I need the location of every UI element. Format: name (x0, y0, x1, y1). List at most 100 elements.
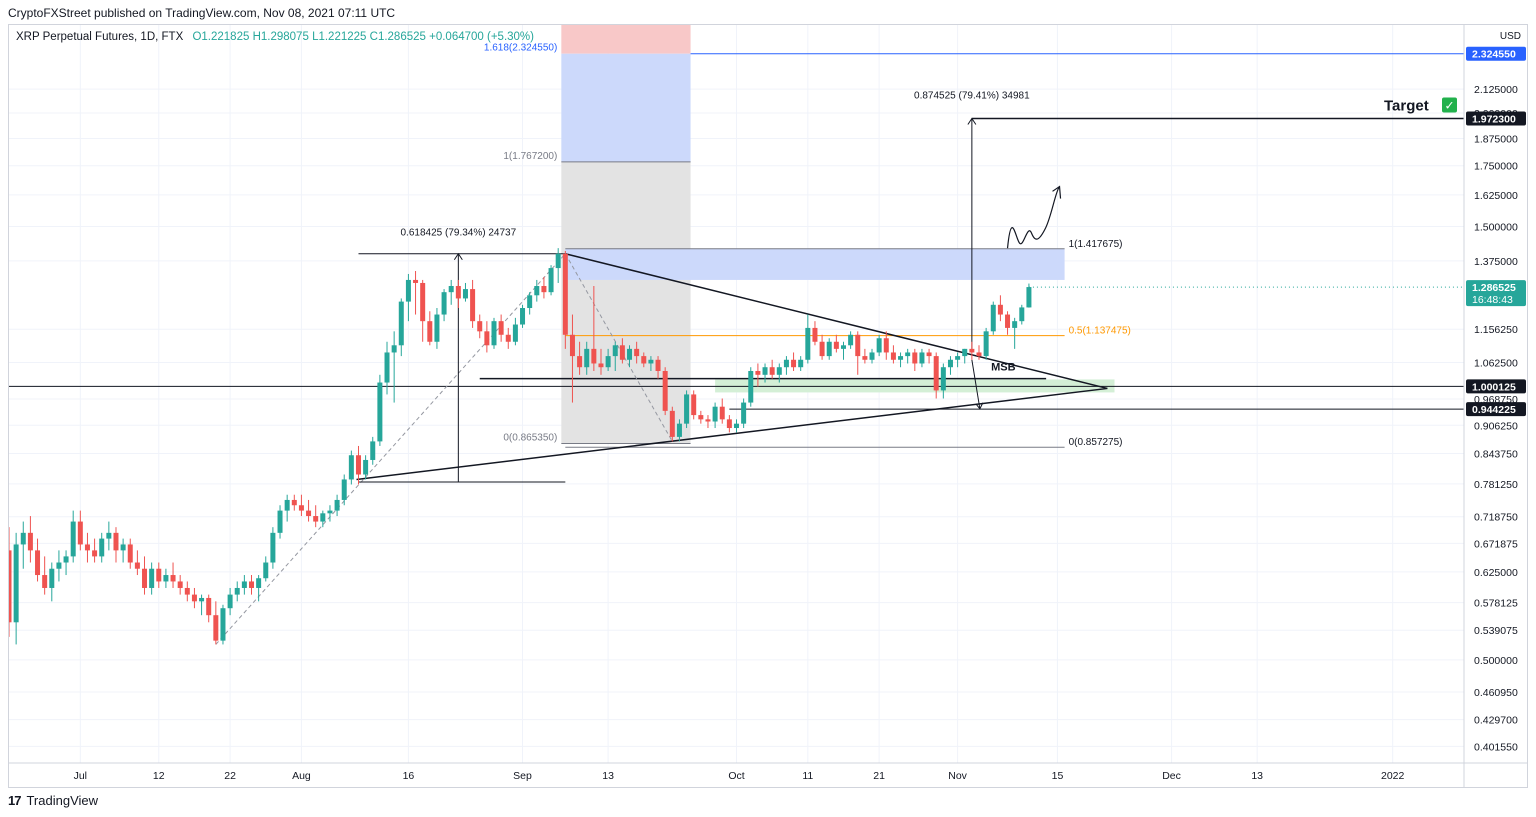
retest-arrow-line (971, 359, 981, 409)
fib-extension-grey-zone (561, 161, 691, 444)
candle-body (655, 359, 661, 371)
candle-body (298, 505, 304, 511)
candle-body (712, 406, 718, 422)
candle-body (277, 510, 283, 533)
y-tick-label: 1.875000 (1474, 133, 1518, 145)
candle-body (284, 499, 290, 511)
candle-body (534, 286, 540, 296)
candle-body (270, 532, 276, 563)
fib-right-0-label: 0(0.857275) (1069, 437, 1123, 448)
candle-body (883, 338, 889, 353)
y-tick-label: 0.429700 (1474, 715, 1518, 727)
target-check-mark: ✓ (1444, 99, 1454, 113)
candle-body (748, 370, 754, 403)
candle-body (306, 510, 312, 517)
candle-body (177, 581, 183, 588)
candle-body (1026, 287, 1032, 308)
candle-body (969, 348, 975, 353)
candle-body (434, 314, 440, 342)
x-tick-label: 15 (1052, 770, 1064, 782)
target-check-icon (1442, 97, 1457, 113)
candle-body (890, 352, 896, 360)
candle-body (149, 568, 155, 588)
candle-body (562, 253, 568, 335)
candle-body (42, 575, 48, 588)
candle-body (320, 513, 326, 522)
candle-body (955, 356, 961, 360)
legend-symbol: XRP Perpetual Futures, 1D, FTX (16, 31, 184, 43)
fib-level-1618-label: 1.618(2.324550) (484, 43, 557, 54)
candle-body (726, 419, 732, 429)
candle-body (184, 587, 190, 595)
price-axis-label-bg (1466, 280, 1526, 307)
target-label: Target (1384, 98, 1429, 115)
candle-body (348, 455, 354, 480)
candle-body (826, 341, 832, 357)
x-tick-label: Jul (74, 770, 87, 782)
candle-body (427, 321, 433, 342)
price-axis-label-bg (1466, 111, 1526, 126)
price-chart[interactable]: 1(1.767200) 0(0.865350) 1.618(2.324550) 1(1… (9, 25, 1527, 787)
candle-body (127, 544, 133, 563)
x-tick-label: 13 (1251, 770, 1263, 782)
candle-body (199, 597, 205, 602)
price-axis-label: 1.286525 (1472, 282, 1516, 294)
tradingview-footer[interactable]: 17 TradingView (8, 793, 98, 808)
candle-body (691, 394, 697, 416)
candle-body (334, 499, 340, 511)
candle-body (405, 279, 411, 302)
candle-body (698, 415, 704, 420)
candle-body (470, 289, 476, 322)
x-tick-label: 12 (153, 770, 165, 782)
candle-body (491, 321, 497, 346)
currency-label: USD (1500, 31, 1521, 42)
price-axis-label: 2.324550 (1472, 49, 1516, 61)
candle-body (898, 356, 904, 360)
candle-body (669, 410, 675, 437)
tradingview-logo-icon: 17 (8, 793, 22, 808)
candle-body (541, 286, 547, 293)
candle-body (99, 538, 105, 557)
price-axis-label-bg (1466, 402, 1526, 417)
candle-body (263, 562, 269, 579)
candle-body (163, 575, 169, 582)
candle-body (862, 356, 868, 360)
y-tick-label: 1.500000 (1474, 222, 1518, 234)
candle-body (441, 292, 447, 315)
candle-body (997, 304, 1003, 315)
candle-body (976, 352, 982, 357)
candle-body (619, 345, 625, 360)
candle-body (919, 352, 925, 364)
candle-body (598, 363, 604, 368)
candle-body (170, 575, 176, 582)
candle-body (947, 359, 953, 368)
candle-body (876, 338, 882, 353)
x-tick-label: Sep (513, 770, 532, 782)
candle-body (719, 406, 725, 420)
candle-body (940, 367, 946, 391)
candle-body (869, 352, 875, 360)
candle-body (591, 348, 597, 364)
candle-body (341, 479, 347, 500)
swing-up-dashed-line (215, 253, 566, 645)
y-tick-label: 0.625000 (1474, 567, 1518, 579)
x-tick-label: 21 (873, 770, 885, 782)
candle-body (612, 345, 618, 357)
y-tick-label: 0.460950 (1474, 687, 1518, 699)
candle-body (327, 510, 333, 514)
candle-body (527, 295, 533, 309)
y-tick-label: 2.125000 (1474, 84, 1518, 96)
candle-body (505, 334, 511, 342)
candle-body (398, 301, 404, 346)
measure-left-arrowhead (453, 252, 463, 261)
chart-frame[interactable]: 1(1.767200) 0(0.865350) 1.618(2.324550) 1(1… (8, 24, 1528, 788)
candle-body (120, 544, 126, 551)
candle-body (798, 359, 804, 368)
candle-body (812, 327, 818, 342)
candle-body (783, 359, 789, 368)
triangle-upper-line (565, 253, 1108, 390)
candle-body (234, 587, 240, 595)
price-axis-countdown: 16:48:43 (1472, 294, 1513, 306)
fib-level-1-label: 1(1.767200) (503, 151, 557, 162)
candle-body (49, 568, 55, 588)
